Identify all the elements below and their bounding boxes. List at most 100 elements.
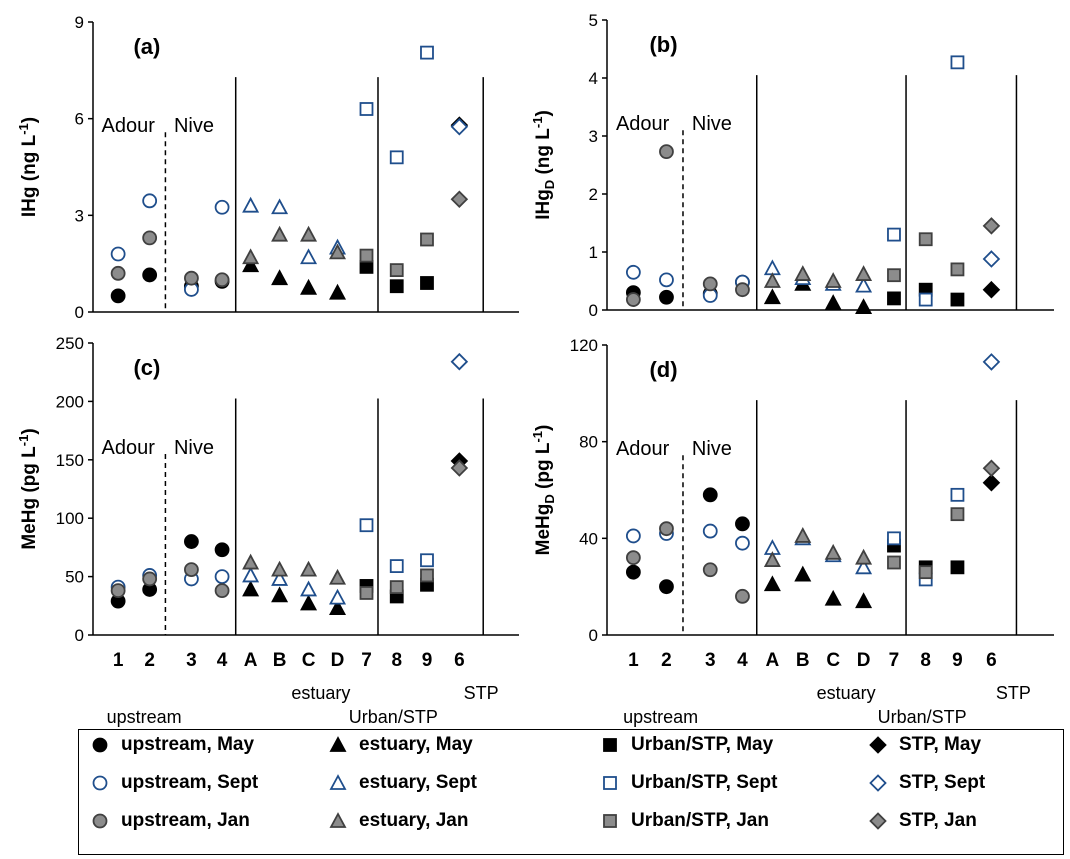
data-point bbox=[359, 259, 374, 274]
x-tick-label: 2 bbox=[661, 650, 672, 671]
legend-item: Urban/STP, Sept bbox=[599, 772, 777, 794]
legend-label: Urban/STP, Jan bbox=[631, 810, 769, 831]
legend-marker bbox=[329, 736, 347, 752]
data-point bbox=[982, 280, 1001, 299]
data-point bbox=[950, 507, 965, 522]
data-point bbox=[214, 199, 230, 215]
data-point bbox=[625, 292, 641, 307]
data-point bbox=[271, 198, 289, 215]
x-tick-label: 1 bbox=[628, 650, 639, 671]
y-axis-label-main: IHg bbox=[19, 186, 40, 217]
data-point bbox=[214, 583, 230, 599]
group-label-urban: Urban/STP bbox=[878, 707, 967, 727]
legend-item: STP, Sept bbox=[867, 772, 985, 794]
legend-item: Urban/STP, Jan bbox=[599, 810, 769, 832]
data-point bbox=[142, 267, 158, 283]
y-tick-label: 6 bbox=[75, 110, 84, 129]
legend-label: STP, May bbox=[899, 734, 982, 755]
data-point bbox=[271, 570, 289, 586]
data-point bbox=[659, 272, 674, 288]
data-point bbox=[918, 232, 933, 247]
data-point bbox=[329, 599, 347, 616]
data-point bbox=[300, 580, 318, 597]
data-point bbox=[420, 276, 434, 290]
data-point bbox=[110, 265, 126, 281]
data-point bbox=[300, 560, 318, 577]
data-point bbox=[214, 542, 230, 558]
data-point bbox=[855, 276, 873, 293]
y-axis-label-superscript: -1 bbox=[16, 435, 31, 447]
legend-label: estuary, May bbox=[359, 734, 473, 755]
site-label-adour: Adour bbox=[102, 115, 156, 137]
x-tick-label: 7 bbox=[889, 650, 900, 671]
data-point bbox=[918, 292, 933, 307]
y-tick-label: 9 bbox=[75, 13, 84, 32]
site-label-adour: Adour bbox=[102, 437, 156, 459]
y-axis-label-superscript: -1 bbox=[530, 117, 545, 129]
y-axis-label-main: IHg bbox=[533, 189, 554, 220]
data-point bbox=[389, 559, 404, 573]
x-tick-label: 6 bbox=[986, 650, 997, 671]
y-tick-label: 100 bbox=[56, 509, 84, 528]
y-tick-label: 0 bbox=[75, 626, 84, 645]
legend-label: Urban/STP, May bbox=[631, 734, 774, 755]
data-point bbox=[625, 564, 641, 580]
data-point bbox=[300, 225, 318, 242]
data-point bbox=[982, 459, 1001, 478]
x-tick-label: 6 bbox=[454, 650, 465, 671]
x-tick-label: 1 bbox=[113, 650, 124, 671]
data-point bbox=[389, 263, 404, 278]
panel-label: (d) bbox=[649, 357, 677, 382]
data-point bbox=[763, 272, 781, 288]
data-point bbox=[300, 278, 318, 295]
x-tick-label: D bbox=[857, 650, 871, 671]
data-point bbox=[887, 291, 901, 306]
triangle-marker-icon bbox=[329, 812, 347, 828]
data-point bbox=[735, 516, 750, 532]
group-label-upstream: upstream bbox=[107, 707, 182, 727]
panel-label: (a) bbox=[133, 34, 160, 59]
legend-item: estuary, Jan bbox=[327, 810, 468, 832]
legend-marker bbox=[329, 774, 347, 790]
data-point bbox=[214, 569, 230, 584]
y-axis-label-subscript: D bbox=[542, 180, 557, 189]
data-point bbox=[982, 217, 1001, 235]
data-point bbox=[855, 265, 873, 281]
x-tick-label: A bbox=[766, 650, 780, 671]
triangle-marker-icon bbox=[329, 736, 347, 752]
x-tick-label: 9 bbox=[422, 650, 433, 671]
y-tick-label: 80 bbox=[579, 433, 598, 452]
data-point bbox=[659, 289, 674, 305]
data-point bbox=[142, 193, 158, 209]
legend-marker bbox=[603, 814, 617, 828]
y-tick-label: 120 bbox=[570, 336, 598, 355]
data-point bbox=[359, 518, 374, 533]
legend-marker bbox=[92, 813, 108, 829]
y-tick-label: 0 bbox=[589, 301, 598, 320]
panel-b: 0 1 2 3 4 5 (b) Adour Nive IHgD (ng L-1) bbox=[530, 11, 1054, 320]
triangle-marker-icon bbox=[329, 774, 347, 790]
legend-label: upstream, Sept bbox=[121, 772, 259, 793]
legend-label: upstream, Jan bbox=[121, 810, 250, 831]
square-marker-icon bbox=[603, 738, 617, 752]
y-axis-label-unit: (ng L bbox=[533, 128, 554, 180]
site-label-adour: Adour bbox=[616, 113, 670, 135]
data-point bbox=[420, 45, 434, 60]
data-point bbox=[359, 248, 374, 263]
data-point bbox=[184, 270, 199, 286]
y-tick-label: 250 bbox=[56, 334, 84, 353]
y-axis-label-superscript: -1 bbox=[530, 431, 545, 443]
legend-label: Urban/STP, Sept bbox=[631, 772, 778, 793]
data-point bbox=[450, 117, 469, 136]
data-point bbox=[735, 282, 750, 298]
x-tick-label: D bbox=[331, 650, 345, 671]
group-label-estuary: estuary bbox=[291, 683, 350, 703]
data-point bbox=[824, 294, 842, 310]
y-axis-label: IHgD (ng L-1) bbox=[530, 110, 557, 220]
legend-label: STP, Jan bbox=[899, 810, 977, 831]
data-point bbox=[659, 521, 674, 537]
legend-item: upstream, May bbox=[89, 734, 254, 756]
data-point bbox=[702, 276, 718, 292]
data-point bbox=[950, 487, 965, 502]
